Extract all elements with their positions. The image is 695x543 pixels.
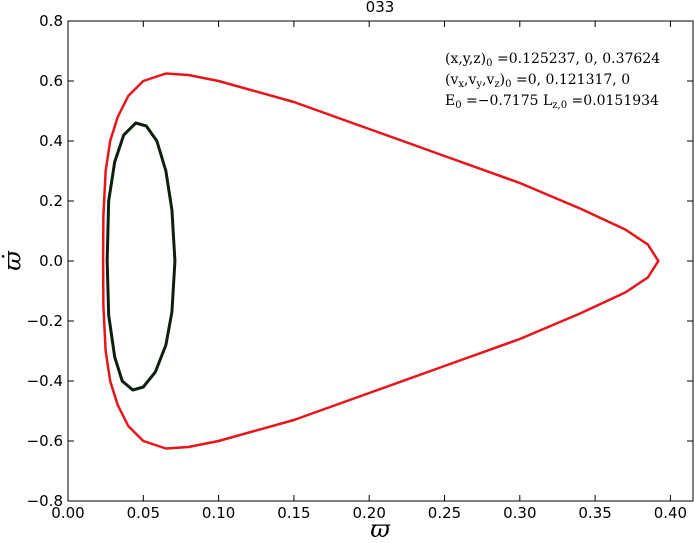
annotation: (vx,vy,vz)0 =0, 0.121317, 0 <box>445 72 630 90</box>
annotation-text: =0.0151934 <box>567 93 659 109</box>
annotation-subscript: 0 <box>455 100 461 111</box>
x-tick-label: 0.05 <box>127 504 160 522</box>
y-tick-label: −0.4 <box>27 372 63 390</box>
x-tick-label: 0.20 <box>353 504 386 522</box>
x-tick-label: 0.30 <box>503 504 536 522</box>
x-axis-label: ϖ <box>370 515 391 539</box>
annotation-subscript: z,0 <box>552 100 567 111</box>
annotation-subscript: 0 <box>486 58 492 69</box>
annotation-text: (v <box>445 72 458 88</box>
annotation-text: =−0.7175 L <box>462 93 553 109</box>
annotation-text: =0.125237, 0, 0.37624 <box>493 51 661 67</box>
x-tick-label: 0.15 <box>277 504 310 522</box>
x-tick-label: 0.10 <box>202 504 235 522</box>
annotation: (x,y,z)0 =0.125237, 0, 0.37624 <box>445 51 660 69</box>
annotation-text: ,v <box>482 72 494 88</box>
x-tick-label: 0.25 <box>428 504 461 522</box>
y-tick-label: −0.6 <box>27 432 63 450</box>
chart-title: 033 <box>366 0 395 16</box>
y-tick-label: 0.4 <box>39 132 63 150</box>
y-tick-label: 0.2 <box>39 192 63 210</box>
data-line <box>105 121 177 392</box>
annotation-text: (x,y,z) <box>445 51 486 67</box>
y-tick-label: −0.2 <box>27 312 63 330</box>
x-tick-label: 0.35 <box>578 504 611 522</box>
y-tick-label: 0.6 <box>39 72 63 90</box>
x-tick-label: 0.00 <box>51 504 84 522</box>
annotation-text: =0, 0.121317, 0 <box>512 72 631 88</box>
annotation-subscript: y <box>475 79 482 90</box>
annotation-text: ) <box>500 72 505 88</box>
annotation-subscript: 0 <box>505 79 511 90</box>
annotation: E0 =−0.7175 Lz,0 =0.0151934 <box>445 93 659 111</box>
y-tick-label: 0.8 <box>39 12 63 30</box>
annotation-subscript: x <box>458 79 464 90</box>
annotation-subscript: z <box>494 79 499 90</box>
y-axis-label: ϖ̇ <box>0 250 27 271</box>
y-tick-label: 0.0 <box>39 252 63 270</box>
annotation-text: ,v <box>464 72 476 88</box>
y-tick-label: −0.8 <box>27 492 63 510</box>
data-line <box>101 72 660 450</box>
x-tick-label: 0.40 <box>654 504 687 522</box>
annotation-text: E <box>445 93 455 109</box>
plot-frame <box>67 20 694 502</box>
